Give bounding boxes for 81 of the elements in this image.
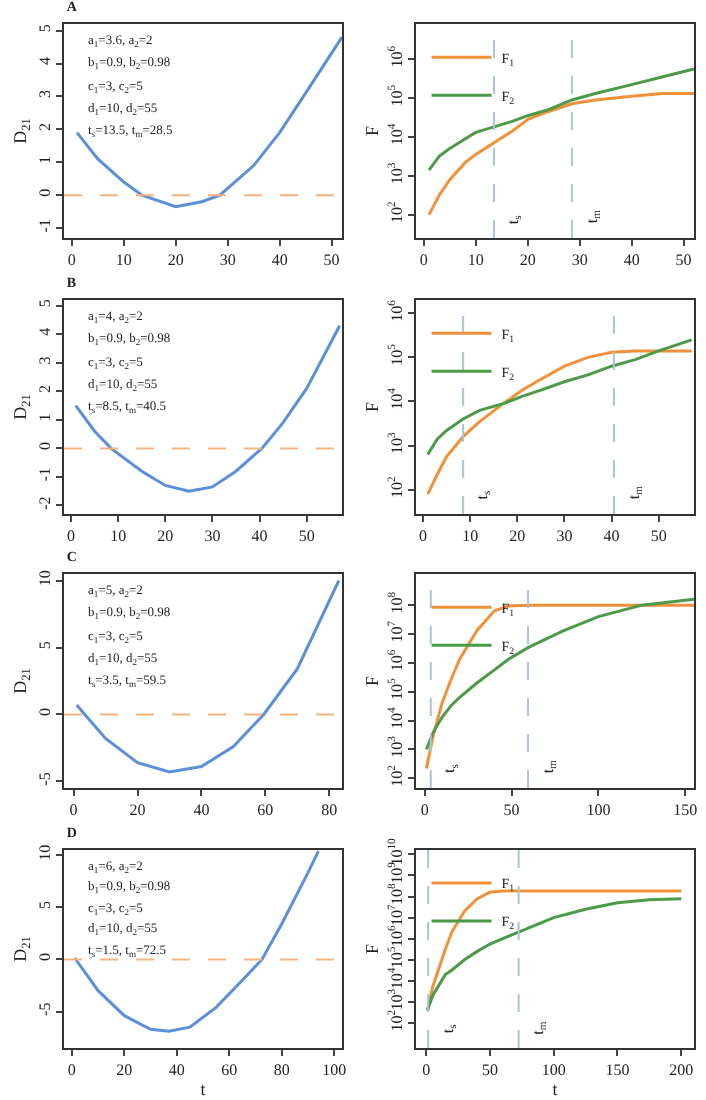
y-tick-label: -5 bbox=[35, 772, 54, 786]
x-tick-label: 40 bbox=[623, 251, 640, 270]
x-tick-label: 50 bbox=[675, 251, 692, 270]
x-tick-label: 0 bbox=[419, 526, 428, 545]
x-tick-label: 20 bbox=[519, 251, 536, 270]
y-tick-label: -1 bbox=[35, 219, 54, 233]
x-tick-label: 20 bbox=[129, 801, 146, 820]
y-axis-title: F bbox=[361, 675, 382, 687]
x-tick-label: 100 bbox=[586, 801, 611, 820]
x-tick-label: 30 bbox=[204, 526, 221, 545]
x-tick-label: 40 bbox=[168, 1060, 185, 1079]
y-axis-title: F bbox=[361, 942, 382, 954]
y-tick-label: 2 bbox=[35, 122, 54, 131]
x-tick-label: 20 bbox=[157, 526, 174, 545]
x-tick-label: 20 bbox=[509, 526, 526, 545]
x-tick-label: 10 bbox=[467, 251, 484, 270]
x-tick-label: 10 bbox=[462, 526, 479, 545]
x-tick-label: 0 bbox=[419, 251, 428, 270]
y-axis-title: F bbox=[361, 400, 382, 412]
y-tick-label: 10 bbox=[35, 843, 54, 860]
y-tick-label: -1 bbox=[35, 466, 54, 481]
x-tick-label: 0 bbox=[67, 251, 76, 270]
x-tick-label: 60 bbox=[221, 1060, 238, 1079]
y-tick-label: 5 bbox=[35, 641, 54, 650]
x-tick-label: 40 bbox=[603, 526, 620, 545]
x-tick-label: 200 bbox=[669, 1060, 694, 1079]
x-tick-label: 100 bbox=[322, 1060, 347, 1079]
y-tick-label: 1 bbox=[35, 155, 54, 164]
x-tick-label: 0 bbox=[67, 526, 76, 545]
line-series bbox=[73, 849, 320, 1032]
y-tick-label: -2 bbox=[35, 495, 54, 509]
x-tick-label: 150 bbox=[673, 801, 698, 820]
x-tick-label: 80 bbox=[321, 801, 338, 820]
y-tick-label: 0 bbox=[35, 188, 54, 197]
x-tick-label: 100 bbox=[541, 1060, 566, 1079]
x-tick-label: 10 bbox=[115, 251, 132, 270]
line-series bbox=[427, 92, 694, 217]
x-tick-label: 50 bbox=[650, 526, 667, 545]
x-axis-title: t bbox=[200, 1077, 207, 1098]
line-series bbox=[75, 35, 342, 209]
x-tick-label: 0 bbox=[69, 801, 78, 820]
x-tick-label: 50 bbox=[298, 526, 315, 545]
y-tick-label: 5 bbox=[35, 899, 54, 908]
x-tick-label: 60 bbox=[257, 801, 274, 820]
y-axis-title: F bbox=[361, 125, 382, 137]
y-tick-label: 1 bbox=[35, 412, 54, 421]
x-tick-label: 150 bbox=[605, 1060, 630, 1079]
y-tick-label: 4 bbox=[35, 57, 54, 66]
x-tick-label: 30 bbox=[556, 526, 573, 545]
y-tick-label: 3 bbox=[35, 355, 54, 364]
x-tick-label: 40 bbox=[271, 251, 288, 270]
y-tick-label: 4 bbox=[35, 326, 54, 335]
y-tick-label: 5 bbox=[35, 298, 54, 307]
y-tick-label: 0 bbox=[35, 708, 54, 717]
y-tick-label: 5 bbox=[35, 24, 54, 33]
line-series bbox=[75, 579, 341, 774]
x-tick-label: 50 bbox=[503, 801, 520, 820]
x-axis-title: t bbox=[552, 1078, 559, 1099]
y-tick-label: 0 bbox=[35, 440, 54, 449]
x-tick-label: 30 bbox=[219, 251, 236, 270]
x-tick-label: 50 bbox=[481, 1060, 498, 1079]
x-tick-label: 20 bbox=[116, 1060, 133, 1079]
x-tick-label: 0 bbox=[422, 1060, 431, 1079]
x-tick-label: 80 bbox=[273, 1060, 290, 1079]
x-tick-label: 0 bbox=[67, 1060, 76, 1079]
line-series bbox=[426, 337, 694, 455]
line-series bbox=[74, 323, 342, 492]
x-tick-label: 10 bbox=[110, 526, 127, 545]
y-tick-label: 0 bbox=[35, 952, 54, 961]
y-tick-label: -5 bbox=[35, 1001, 54, 1015]
x-tick-label: 40 bbox=[251, 526, 268, 545]
x-tick-label: 30 bbox=[571, 251, 588, 270]
x-tick-label: 20 bbox=[167, 251, 184, 270]
x-tick-label: 0 bbox=[420, 801, 429, 820]
y-tick-label: 2 bbox=[35, 383, 54, 392]
x-tick-label: 40 bbox=[193, 801, 210, 820]
y-tick-label: 3 bbox=[35, 90, 54, 99]
x-tick-label: 50 bbox=[323, 251, 340, 270]
line-series bbox=[426, 348, 694, 495]
line-series bbox=[427, 67, 694, 172]
y-tick-label: 10 bbox=[35, 570, 54, 587]
